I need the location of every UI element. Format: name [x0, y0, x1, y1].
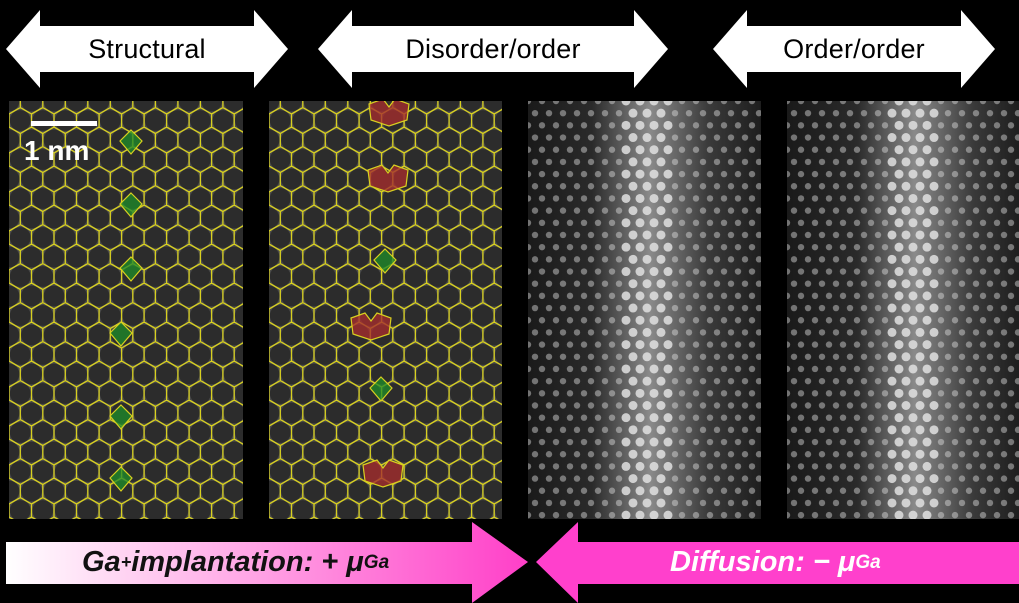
double-arrow-icon: [318, 10, 668, 88]
arrow-label-order-order: Order/order: [783, 33, 925, 64]
arrow-label-structural: Structural: [88, 33, 206, 64]
arrow-diffusion: Diffusion: − μ Ga: [536, 522, 1019, 603]
scale-bar-label: 1 nm: [24, 135, 90, 166]
double-arrow-icon: [6, 10, 288, 88]
stem-lattice-image: [787, 101, 1019, 519]
honeycomb-overlay-image: [269, 101, 502, 519]
diffusion-label: Diffusion: − μ Ga: [670, 546, 881, 578]
right-arrow-icon: [6, 522, 528, 603]
arrow-order-order: Order/order: [713, 10, 995, 88]
arrow-label-disorder-order: Disorder/order: [405, 33, 581, 64]
arrow-implantation: Ga + implantation: + μ Ga: [6, 522, 528, 603]
panel-stem-image-left: [528, 101, 761, 519]
stem-lattice-image: [528, 101, 761, 519]
implantation-label: Ga + implantation: + μ Ga: [82, 546, 390, 578]
panel-stem-image-right: [787, 101, 1019, 519]
panel-disorder-overlay: [269, 101, 502, 519]
scale-bar: [31, 121, 97, 126]
arrow-structural: Structural: [6, 10, 288, 88]
double-arrow-icon: [713, 10, 995, 88]
panel-structural-overlay: 1 nm: [9, 101, 243, 519]
arrow-disorder-order: Disorder/order: [318, 10, 668, 88]
left-arrow-icon: [536, 522, 1019, 603]
honeycomb-overlay-image: [9, 101, 243, 519]
